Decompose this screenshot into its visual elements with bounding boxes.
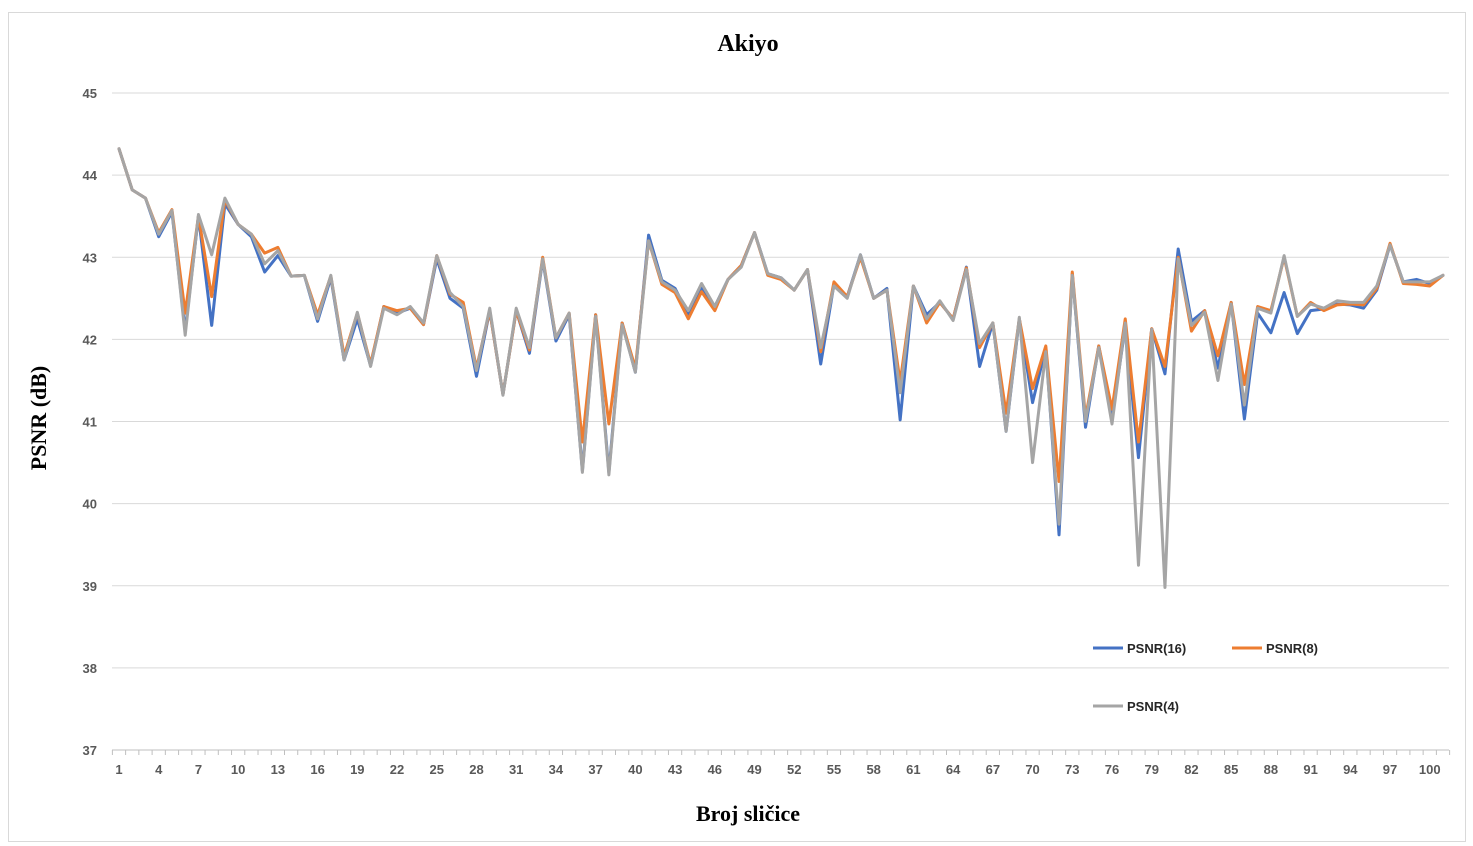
x-tick-label: 19 <box>350 762 364 777</box>
x-tick-label: 82 <box>1184 762 1198 777</box>
series-lines <box>117 147 1445 589</box>
y-tick-label: 38 <box>83 661 97 676</box>
x-tick-label: 28 <box>469 762 483 777</box>
x-tick-label: 100 <box>1419 762 1441 777</box>
x-tick-label: 16 <box>310 762 324 777</box>
y-tick-label: 42 <box>83 332 97 347</box>
x-tick-label: 52 <box>787 762 801 777</box>
x-tick-label: 37 <box>588 762 602 777</box>
x-tick-label: 61 <box>906 762 920 777</box>
x-tick-label: 79 <box>1144 762 1158 777</box>
y-tick-label: 45 <box>83 86 97 101</box>
y-tick-labels: 37 38 39 40 41 42 43 44 45 <box>83 86 98 758</box>
legend-label-psnr8: PSNR(8) <box>1266 641 1318 656</box>
x-tick-label: 94 <box>1343 762 1358 777</box>
x-tick-label: 25 <box>430 762 444 777</box>
x-tick-label: 49 <box>747 762 761 777</box>
x-axis <box>111 749 1451 755</box>
y-tick-label: 40 <box>83 497 97 512</box>
x-tick-label: 43 <box>668 762 682 777</box>
x-tick-label: 10 <box>231 762 245 777</box>
legend-item-psnr16: PSNR(16) <box>1093 641 1186 656</box>
y-tick-label: 41 <box>83 415 97 430</box>
x-tick-label: 1 <box>115 762 122 777</box>
y-tick-label: 43 <box>83 250 97 265</box>
y-tick-label: 39 <box>83 579 97 594</box>
x-tick-label: 64 <box>946 762 961 777</box>
x-tick-label: 58 <box>866 762 880 777</box>
x-tick-label: 13 <box>271 762 285 777</box>
x-tick-label: 4 <box>155 762 163 777</box>
x-tick-label: 55 <box>827 762 841 777</box>
x-tick-label: 97 <box>1383 762 1397 777</box>
x-tick-label: 88 <box>1264 762 1278 777</box>
series-line-psnr4 <box>117 147 1445 589</box>
legend: PSNR(16) PSNR(8) PSNR(4) <box>1093 641 1318 714</box>
chart-frame <box>8 12 1466 842</box>
legend-item-psnr8: PSNR(8) <box>1232 641 1318 656</box>
x-tick-label: 22 <box>390 762 404 777</box>
x-tick-labels: 1 4 7 10 13 16 19 22 25 28 31 34 37 40 43 46 49 52 55 58 61 6… <box>115 762 1440 777</box>
x-tick-label: 91 <box>1303 762 1317 777</box>
legend-label-psnr16: PSNR(16) <box>1127 641 1186 656</box>
legend-label-psnr4: PSNR(4) <box>1127 699 1179 714</box>
y-tick-label: 44 <box>83 168 98 183</box>
chart-title: Akiyo <box>717 31 778 57</box>
x-tick-label: 31 <box>509 762 523 777</box>
x-tick-label: 34 <box>549 762 564 777</box>
x-tick-label: 70 <box>1025 762 1039 777</box>
x-tick-label: 7 <box>195 762 202 777</box>
legend-item-psnr4: PSNR(4) <box>1093 699 1179 714</box>
y-tick-label: 37 <box>83 743 97 758</box>
x-tick-label: 67 <box>986 762 1000 777</box>
y-axis-title: PSNR (dB) <box>26 366 51 471</box>
x-tick-label: 76 <box>1105 762 1119 777</box>
series-line-psnr16 <box>117 147 1445 537</box>
x-tick-label: 85 <box>1224 762 1238 777</box>
x-tick-label: 73 <box>1065 762 1079 777</box>
x-axis-title: Broj sličice <box>696 801 800 826</box>
x-tick-label: 40 <box>628 762 642 777</box>
x-tick-label: 46 <box>708 762 722 777</box>
